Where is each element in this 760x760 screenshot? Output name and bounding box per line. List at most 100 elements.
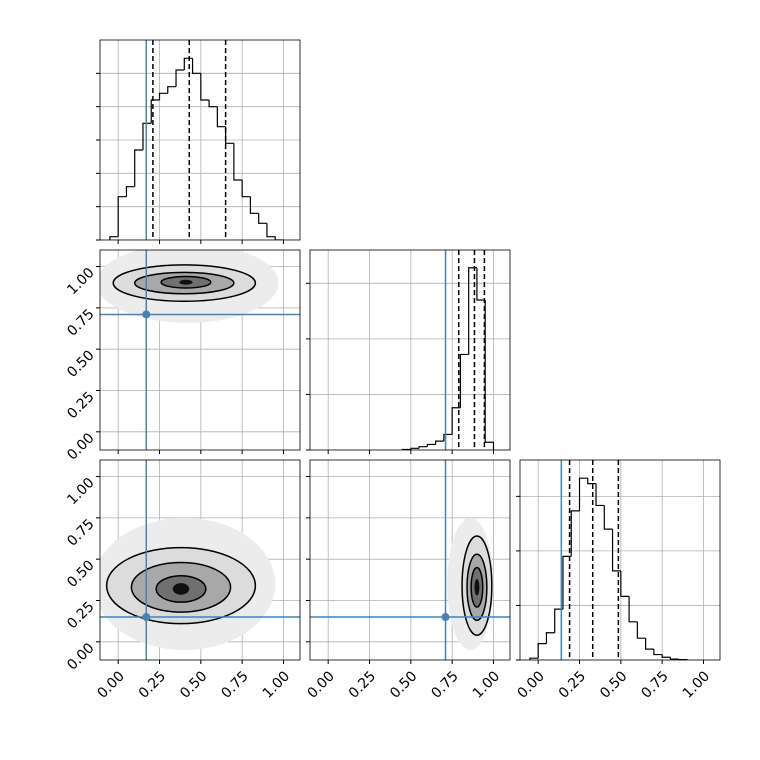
histogram-bin [249,196,259,214]
y-tick-label: 0.50 [64,558,97,591]
plot-area [520,460,720,660]
x-tick-label: 1.00 [260,668,293,701]
panel: 0.00 0.25 0.50 0.75 1.000.000.250.500.751.00 [64,459,301,702]
x-tick-label: 0.25 [136,668,169,701]
histogram-bin [459,353,469,408]
x-tick-label: 0.00 [304,668,337,701]
histogram-bin [435,440,444,445]
contour [474,579,480,596]
contour [179,279,193,285]
plot-area [310,250,510,450]
histogram-bin [410,447,420,450]
histogram-bin [595,483,605,507]
plot-area [100,40,300,240]
y-tick-label: 0.75 [64,306,97,339]
x-tick-label: 0.50 [177,668,210,701]
histogram-bin [183,57,193,70]
panel: 0.00 0.25 0.50 0.75 1.00 [64,249,301,464]
histogram-bin [418,446,428,449]
y-tick-label: 0.75 [64,516,97,549]
histogram-bin [554,608,563,633]
histogram-bin [578,477,588,511]
histogram-bin [653,649,663,656]
histogram-bin [125,186,135,197]
histogram-bin [611,529,621,572]
y-tick-label: 1.00 [64,265,97,298]
histogram-bin [150,99,160,124]
histogram-bin [562,555,572,610]
x-tick-label: 0.00 [94,668,127,701]
histogram-bin [620,570,630,597]
x-tick-label: 0.25 [346,668,379,701]
histogram-bin [225,126,234,144]
histogram-bin [476,267,486,301]
truth-point [142,310,151,319]
x-tick-label: 0.75 [218,668,251,701]
x-tick-label: 0.50 [597,668,630,701]
panel-frame [99,39,301,241]
plot-area [100,250,300,450]
y-tick-label: 0.50 [64,348,97,381]
histogram-bin [109,236,119,240]
histogram-bin [266,223,276,238]
histogram-bin [175,69,185,87]
histogram-bin [661,654,671,658]
histogram-bin [426,443,436,447]
histogram-bin [233,143,243,181]
histogram-bin [545,632,555,644]
histogram-bin [669,657,679,660]
contour [172,583,190,595]
histogram-bin [158,92,168,100]
plot-area [310,460,510,660]
x-tick-label: 0.00 [514,668,547,701]
histogram-bin [570,510,580,557]
truth-point [441,613,450,622]
histogram-bin [537,643,547,659]
histogram-bin [200,73,210,101]
plot-area [100,460,300,660]
panel [306,249,511,454]
histogram-bin [117,196,127,237]
panel-frame [99,459,301,661]
y-tick-label: 0.00 [64,430,97,463]
panel [96,39,301,244]
x-tick-label: 0.75 [428,668,461,701]
panel-frame [309,249,511,451]
y-tick-label: 0.00 [64,640,97,673]
histogram-bin [134,149,143,187]
x-tick-label: 0.50 [387,668,420,701]
histogram-bin [142,122,152,150]
histogram-bin [587,478,597,485]
histogram-bin [274,236,284,240]
histogram-bin [484,300,495,450]
histogram-bin [645,638,654,650]
x-tick-label: 1.00 [680,668,713,701]
x-tick-label: 1.00 [470,668,503,701]
histogram-bin [636,621,646,639]
panel-frame [99,249,301,451]
y-tick-label: 1.00 [64,475,97,508]
y-tick-label: 0.25 [64,389,97,422]
x-tick-label: 0.75 [638,668,671,701]
histogram-bin [451,407,461,435]
y-tick-label: 0.25 [64,599,97,632]
histogram-bin [628,596,638,623]
panel-frame [309,459,511,661]
panel-frame [519,459,721,661]
truth-point [142,613,151,622]
histogram-bin [208,100,218,108]
histogram-bin [258,213,267,224]
histogram-bin [529,657,539,660]
histogram-bin [443,433,453,442]
histogram-bin [216,106,226,128]
histogram-bin [468,267,477,355]
histogram-bin [603,505,613,530]
histogram-bin [241,180,251,198]
histogram-bin [191,58,201,74]
x-tick-label: 0.25 [556,668,589,701]
histogram-bin [167,86,177,94]
